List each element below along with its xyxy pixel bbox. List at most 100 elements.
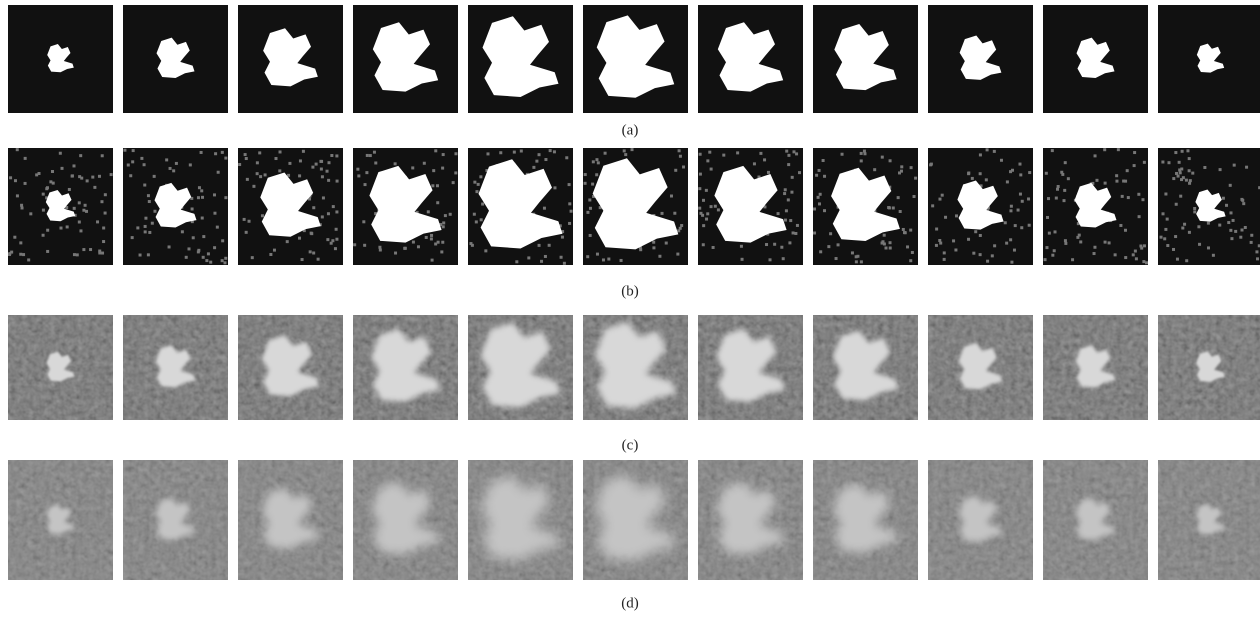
speckle bbox=[71, 174, 74, 177]
speckle bbox=[288, 162, 291, 165]
speckle bbox=[1014, 224, 1017, 227]
speckle bbox=[813, 232, 816, 235]
speckle bbox=[425, 236, 428, 239]
speckle bbox=[321, 175, 324, 178]
speckle bbox=[24, 157, 27, 160]
speckle bbox=[327, 212, 330, 215]
image-tile bbox=[8, 460, 113, 580]
speckle bbox=[787, 198, 790, 201]
speckle bbox=[51, 170, 54, 173]
speckle bbox=[967, 172, 970, 175]
speckle bbox=[479, 175, 482, 178]
speckle bbox=[841, 153, 844, 156]
speckle bbox=[1230, 237, 1233, 240]
speckle bbox=[1093, 246, 1096, 249]
speckle bbox=[326, 238, 329, 241]
image-tile bbox=[1158, 315, 1260, 420]
speckle bbox=[42, 234, 45, 237]
speckle bbox=[79, 154, 82, 157]
speckle bbox=[1064, 239, 1067, 242]
speckle bbox=[1132, 253, 1135, 256]
speckle bbox=[1104, 241, 1107, 244]
speckle bbox=[773, 243, 776, 246]
speckle bbox=[938, 198, 941, 201]
speckle bbox=[1207, 222, 1210, 225]
speckle bbox=[1079, 240, 1082, 243]
speckle bbox=[815, 174, 818, 177]
speckle bbox=[213, 193, 216, 196]
speckle bbox=[127, 163, 130, 166]
speckle bbox=[188, 247, 191, 250]
speckle bbox=[699, 173, 702, 176]
speckle bbox=[1175, 172, 1178, 175]
speckle bbox=[19, 241, 22, 244]
speckle bbox=[148, 200, 151, 203]
speckle bbox=[82, 248, 85, 251]
speckle bbox=[595, 173, 598, 176]
speckle bbox=[310, 232, 313, 235]
speckle bbox=[1045, 172, 1048, 175]
speckle bbox=[1048, 232, 1051, 235]
speckle bbox=[1134, 250, 1137, 253]
speckle bbox=[822, 159, 825, 162]
speckle bbox=[286, 240, 289, 243]
speckle bbox=[1188, 169, 1191, 172]
speckle bbox=[993, 150, 996, 153]
speckle bbox=[24, 182, 27, 185]
speckle bbox=[1010, 205, 1013, 208]
speckle bbox=[151, 222, 154, 225]
speckle bbox=[1250, 241, 1253, 244]
speckle bbox=[941, 194, 944, 197]
speckle bbox=[1193, 207, 1196, 210]
speckle bbox=[1126, 169, 1129, 172]
speckle bbox=[202, 235, 205, 238]
speckle bbox=[1186, 149, 1189, 152]
speckle bbox=[699, 153, 702, 156]
speckle bbox=[1133, 164, 1136, 167]
speckle bbox=[245, 157, 248, 160]
speckle bbox=[143, 184, 146, 187]
speckle bbox=[1071, 258, 1074, 261]
speckle bbox=[1064, 242, 1067, 245]
speckle bbox=[129, 174, 132, 177]
speckle bbox=[1203, 166, 1206, 169]
image-tile bbox=[813, 460, 918, 580]
speckle bbox=[860, 159, 863, 162]
speckle bbox=[273, 249, 276, 252]
image-tile bbox=[698, 5, 803, 113]
speckle bbox=[955, 214, 958, 217]
speckle bbox=[42, 209, 45, 212]
speckle bbox=[175, 162, 178, 165]
speckle bbox=[680, 224, 683, 227]
speckle bbox=[84, 204, 87, 207]
speckle bbox=[454, 171, 457, 174]
speckle bbox=[860, 260, 863, 263]
speckle bbox=[394, 162, 397, 165]
speckle bbox=[311, 166, 314, 169]
speckle bbox=[449, 213, 452, 216]
speckle bbox=[45, 187, 48, 190]
speckle bbox=[883, 234, 886, 237]
speckle bbox=[147, 253, 150, 256]
speckle bbox=[1104, 182, 1107, 185]
speckle bbox=[1000, 159, 1003, 162]
speckle bbox=[362, 220, 365, 223]
speckle bbox=[312, 206, 315, 209]
speckle bbox=[244, 153, 247, 156]
speckle bbox=[132, 149, 135, 152]
speckle bbox=[620, 259, 623, 262]
speckle bbox=[513, 151, 516, 154]
speckle bbox=[431, 184, 434, 187]
speckle bbox=[652, 241, 655, 244]
speckle bbox=[269, 253, 272, 256]
image-tile bbox=[583, 5, 688, 113]
speckle bbox=[1017, 209, 1020, 212]
speckle bbox=[1122, 180, 1125, 183]
speckle bbox=[440, 250, 443, 253]
speckle bbox=[1119, 224, 1122, 227]
speckle bbox=[1172, 177, 1175, 180]
speckle bbox=[68, 188, 71, 191]
speckle bbox=[1138, 215, 1141, 218]
speckle bbox=[1245, 166, 1248, 169]
speckle bbox=[584, 173, 587, 176]
